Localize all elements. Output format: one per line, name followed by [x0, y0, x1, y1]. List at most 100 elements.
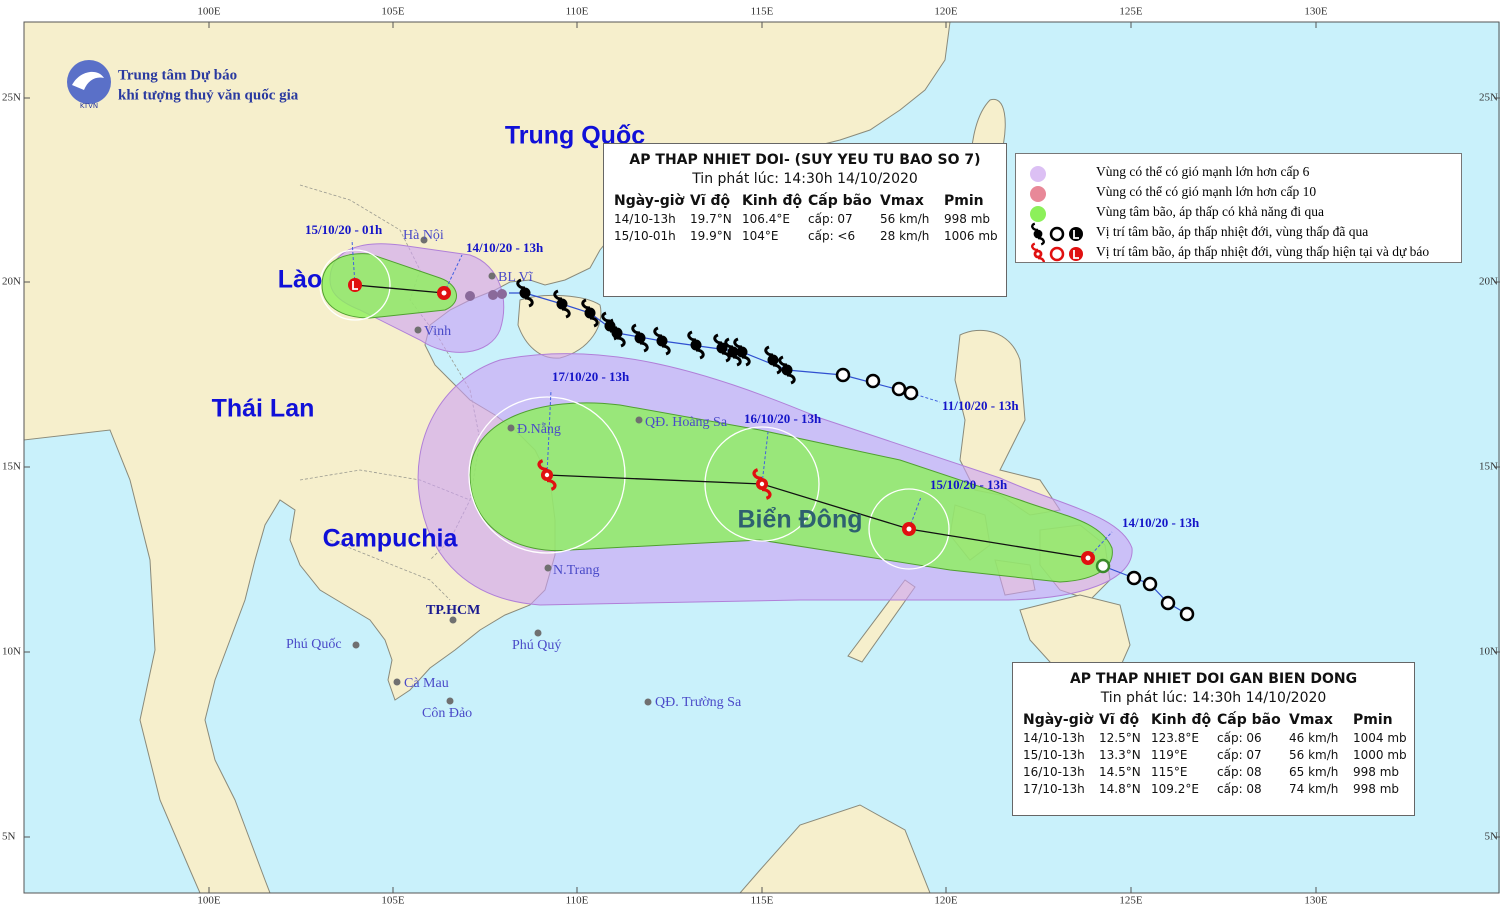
place-label: BL Vĩ — [498, 270, 534, 285]
storm-symbol — [733, 337, 751, 367]
storm-symbol — [516, 278, 534, 308]
table-cell: cấp: 07 — [1217, 748, 1262, 762]
table-cell: 17/10-13h — [1023, 782, 1085, 796]
track-label: 15/10/20 - 13h — [930, 477, 1008, 492]
table-cell: 14/10-13h — [614, 212, 676, 226]
place-label: Đ.Nẵng — [517, 422, 561, 437]
hainan — [517, 294, 602, 359]
storm-eye — [759, 481, 765, 487]
uncertainty-circle — [868, 488, 950, 570]
border — [329, 539, 451, 601]
lon-label: 130E — [1304, 6, 1328, 18]
bulletin-table: Ngày-giờ Vĩ độ Kinh độ Cấp bão Vmax Pmin 14/10… — [604, 193, 1006, 243]
border — [299, 469, 471, 501]
guide-line — [351, 239, 1113, 559]
storm-symbol — [537, 459, 557, 491]
table-cell: cấp: 06 — [1217, 731, 1262, 745]
table-cell: cấp: 08 — [1217, 782, 1262, 796]
past-depression — [1142, 576, 1158, 592]
lon-label: 125E — [1119, 895, 1143, 907]
table-cell: 1006 mb — [944, 229, 998, 243]
track-label: 16/10/20 - 13h — [744, 411, 822, 426]
legend-low — [1069, 247, 1083, 261]
lat-label: 5N — [2, 831, 16, 843]
table-cell: 13.3°N — [1099, 748, 1141, 762]
table-cell: 56 km/h — [880, 212, 930, 226]
storm-symbol — [553, 289, 571, 319]
past-depression — [891, 381, 907, 397]
column-header: Vĩ độ — [1099, 712, 1140, 728]
org-name: Trung tâm Dự báo — [118, 67, 237, 83]
bulletin-1: AP THAP NHIET DOI- (SUY YEU TU BAO SO 7)… — [603, 143, 1007, 297]
legend-icons — [1030, 166, 1083, 262]
track-label: 14/10/20 - 13h — [1122, 515, 1200, 530]
lon-label: 120E — [934, 6, 958, 18]
column-header: Ngày-giờ — [1023, 712, 1094, 728]
lon-label: 110E — [566, 6, 589, 18]
forecast-track — [546, 474, 1089, 559]
legend-low — [1069, 227, 1083, 241]
legend-label: Vị trí tâm bão, áp thấp nhiệt đới, vùng … — [1096, 244, 1430, 259]
track-label: 15/10/20 - 01h — [305, 222, 383, 237]
column-header: Pmin — [944, 193, 984, 209]
storm-core — [736, 346, 748, 358]
lat-label: 15N — [2, 461, 21, 473]
city-dot — [534, 629, 542, 637]
past-depression — [1160, 595, 1176, 611]
city-dot — [393, 678, 401, 686]
column-header: Ngày-giờ — [614, 193, 685, 209]
place-label: Vinh — [424, 324, 451, 339]
logo: KTVN Trung tâm Dự báo khí tượng thuỷ văn… — [67, 60, 299, 110]
region-label: Biển Đông — [738, 506, 863, 534]
storm-symbol — [764, 345, 782, 375]
lat-label: 25N — [1479, 92, 1498, 104]
forecast-track — [354, 284, 445, 294]
past-depression — [835, 367, 851, 383]
forecast-low — [348, 278, 362, 292]
labels: Trung Quốc Lào Thái Lan Campuchia Biển Đ… — [212, 122, 1200, 722]
low-glyph — [1073, 230, 1079, 239]
table-cell: 14.5°N — [1099, 765, 1141, 779]
table-cell: 998 mb — [1353, 765, 1400, 779]
past-low — [465, 291, 475, 301]
table-cell: 12.5°N — [1099, 731, 1141, 745]
lon-label: 100E — [197, 895, 221, 907]
storm-core — [611, 327, 623, 339]
bulletin-title: AP THAP NHIET DOI- (SUY YEU TU BAO SO 7) — [629, 152, 981, 168]
legend-label: Vùng có thể có gió mạnh lớn hơn cấp 10 — [1096, 184, 1317, 199]
storm-symbol — [631, 323, 649, 353]
uncertainty-circle — [704, 426, 820, 542]
table-cell: 109.2°E — [1151, 782, 1199, 796]
storm-core — [690, 339, 702, 351]
column-header: Vmax — [880, 193, 924, 209]
org-name: khí tượng thuỷ văn quốc gia — [118, 87, 299, 103]
table-cell: cấp: <6 — [808, 229, 856, 243]
lat-label: 25N — [2, 92, 21, 104]
uncertainty-circles — [319, 249, 950, 570]
table-cell: 998 mb — [944, 212, 991, 226]
storm-symbol — [713, 333, 731, 363]
storm-core — [519, 287, 531, 299]
place-label: N.Trang — [553, 563, 600, 578]
uncertainty-circle — [468, 396, 626, 554]
city-dot — [644, 698, 652, 706]
column-header: Pmin — [1353, 712, 1393, 728]
table-cell: 14/10-13h — [1023, 731, 1085, 745]
track-label: 17/10/20 - 13h — [552, 369, 630, 384]
legend-swatch — [1030, 186, 1046, 202]
legend: Vùng có thể có gió mạnh lớn hơn cấp 6 Vùn… — [1015, 153, 1462, 263]
storm-symbol — [653, 326, 671, 356]
lon-label: 125E — [1119, 6, 1143, 18]
lon-label: 120E — [934, 895, 958, 907]
place-label: Cà Mau — [404, 676, 449, 691]
table-cell: 56 km/h — [1289, 748, 1339, 762]
low-glyph — [352, 281, 358, 290]
past-depression — [903, 385, 919, 401]
legend-label: Vùng tâm bão, áp thấp có khả năng đi qua — [1096, 204, 1324, 219]
past-low — [497, 289, 507, 299]
table-cell: 1004 mb — [1353, 731, 1407, 745]
place-label: TP.HCM — [426, 603, 480, 618]
city-dot — [449, 616, 457, 624]
past-depression — [865, 373, 881, 389]
